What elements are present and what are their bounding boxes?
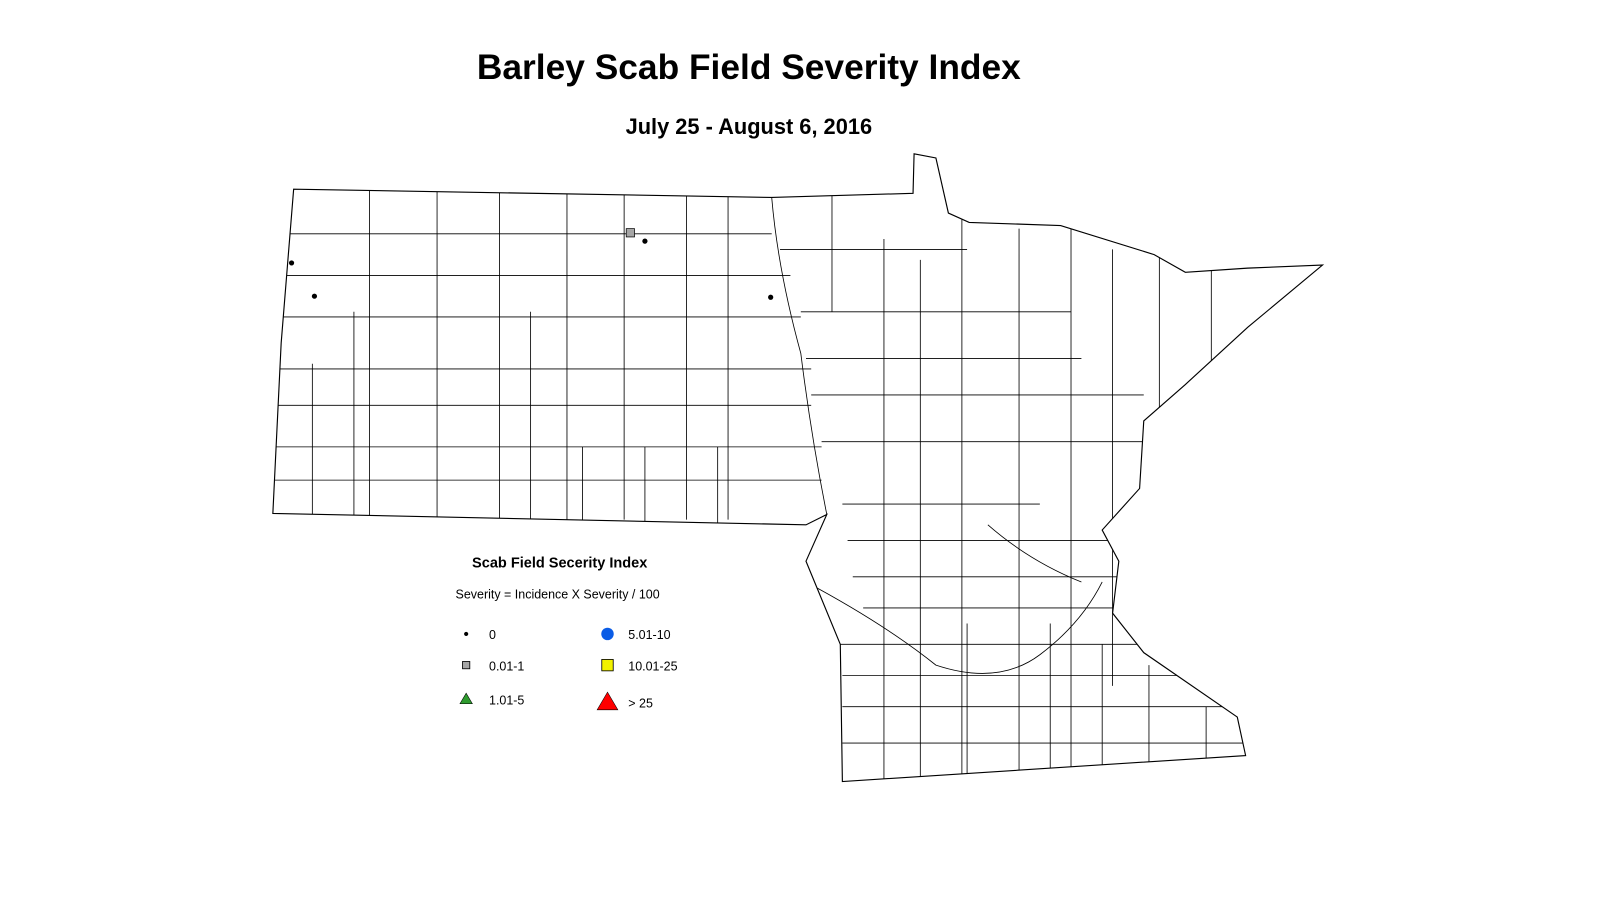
legend-symbol xyxy=(464,631,469,637)
observation-point xyxy=(642,238,648,244)
legend-symbol xyxy=(596,691,619,711)
legend-symbol xyxy=(601,627,614,641)
county-columns xyxy=(311,187,1212,782)
observation-point xyxy=(288,260,295,266)
legend-symbol xyxy=(601,658,614,672)
observation-point xyxy=(625,228,635,238)
river-boundary xyxy=(805,524,1103,674)
legend: 0 0.01-1 1.01-5 5.01-10 10.01-25 > 25 xyxy=(459,627,678,711)
legend-label: 0.01-1 xyxy=(489,659,524,673)
legend-label: 1.01-5 xyxy=(489,694,524,708)
legend-label: 10.01-25 xyxy=(628,659,677,673)
legend-label: 5.01-10 xyxy=(628,628,670,642)
map-title: Barley Scab Field Severity Index xyxy=(477,48,1021,87)
observations xyxy=(288,228,774,300)
county-lines xyxy=(272,187,1248,782)
state-border xyxy=(771,197,828,515)
legend-label: 0 xyxy=(489,628,496,642)
region-outline xyxy=(272,153,1325,783)
legend-label: > 25 xyxy=(628,697,653,711)
observation-point xyxy=(311,293,318,299)
county-rows xyxy=(272,233,1248,744)
map-subtitle: July 25 - August 6, 2016 xyxy=(626,114,873,139)
legend-symbol xyxy=(462,661,471,670)
legend-title: Scab Field Secerity Index xyxy=(472,555,647,571)
legend-symbol xyxy=(459,692,473,705)
legend-subtitle: Severity = Incidence X Severity / 100 xyxy=(456,588,660,602)
observation-point xyxy=(768,294,774,300)
